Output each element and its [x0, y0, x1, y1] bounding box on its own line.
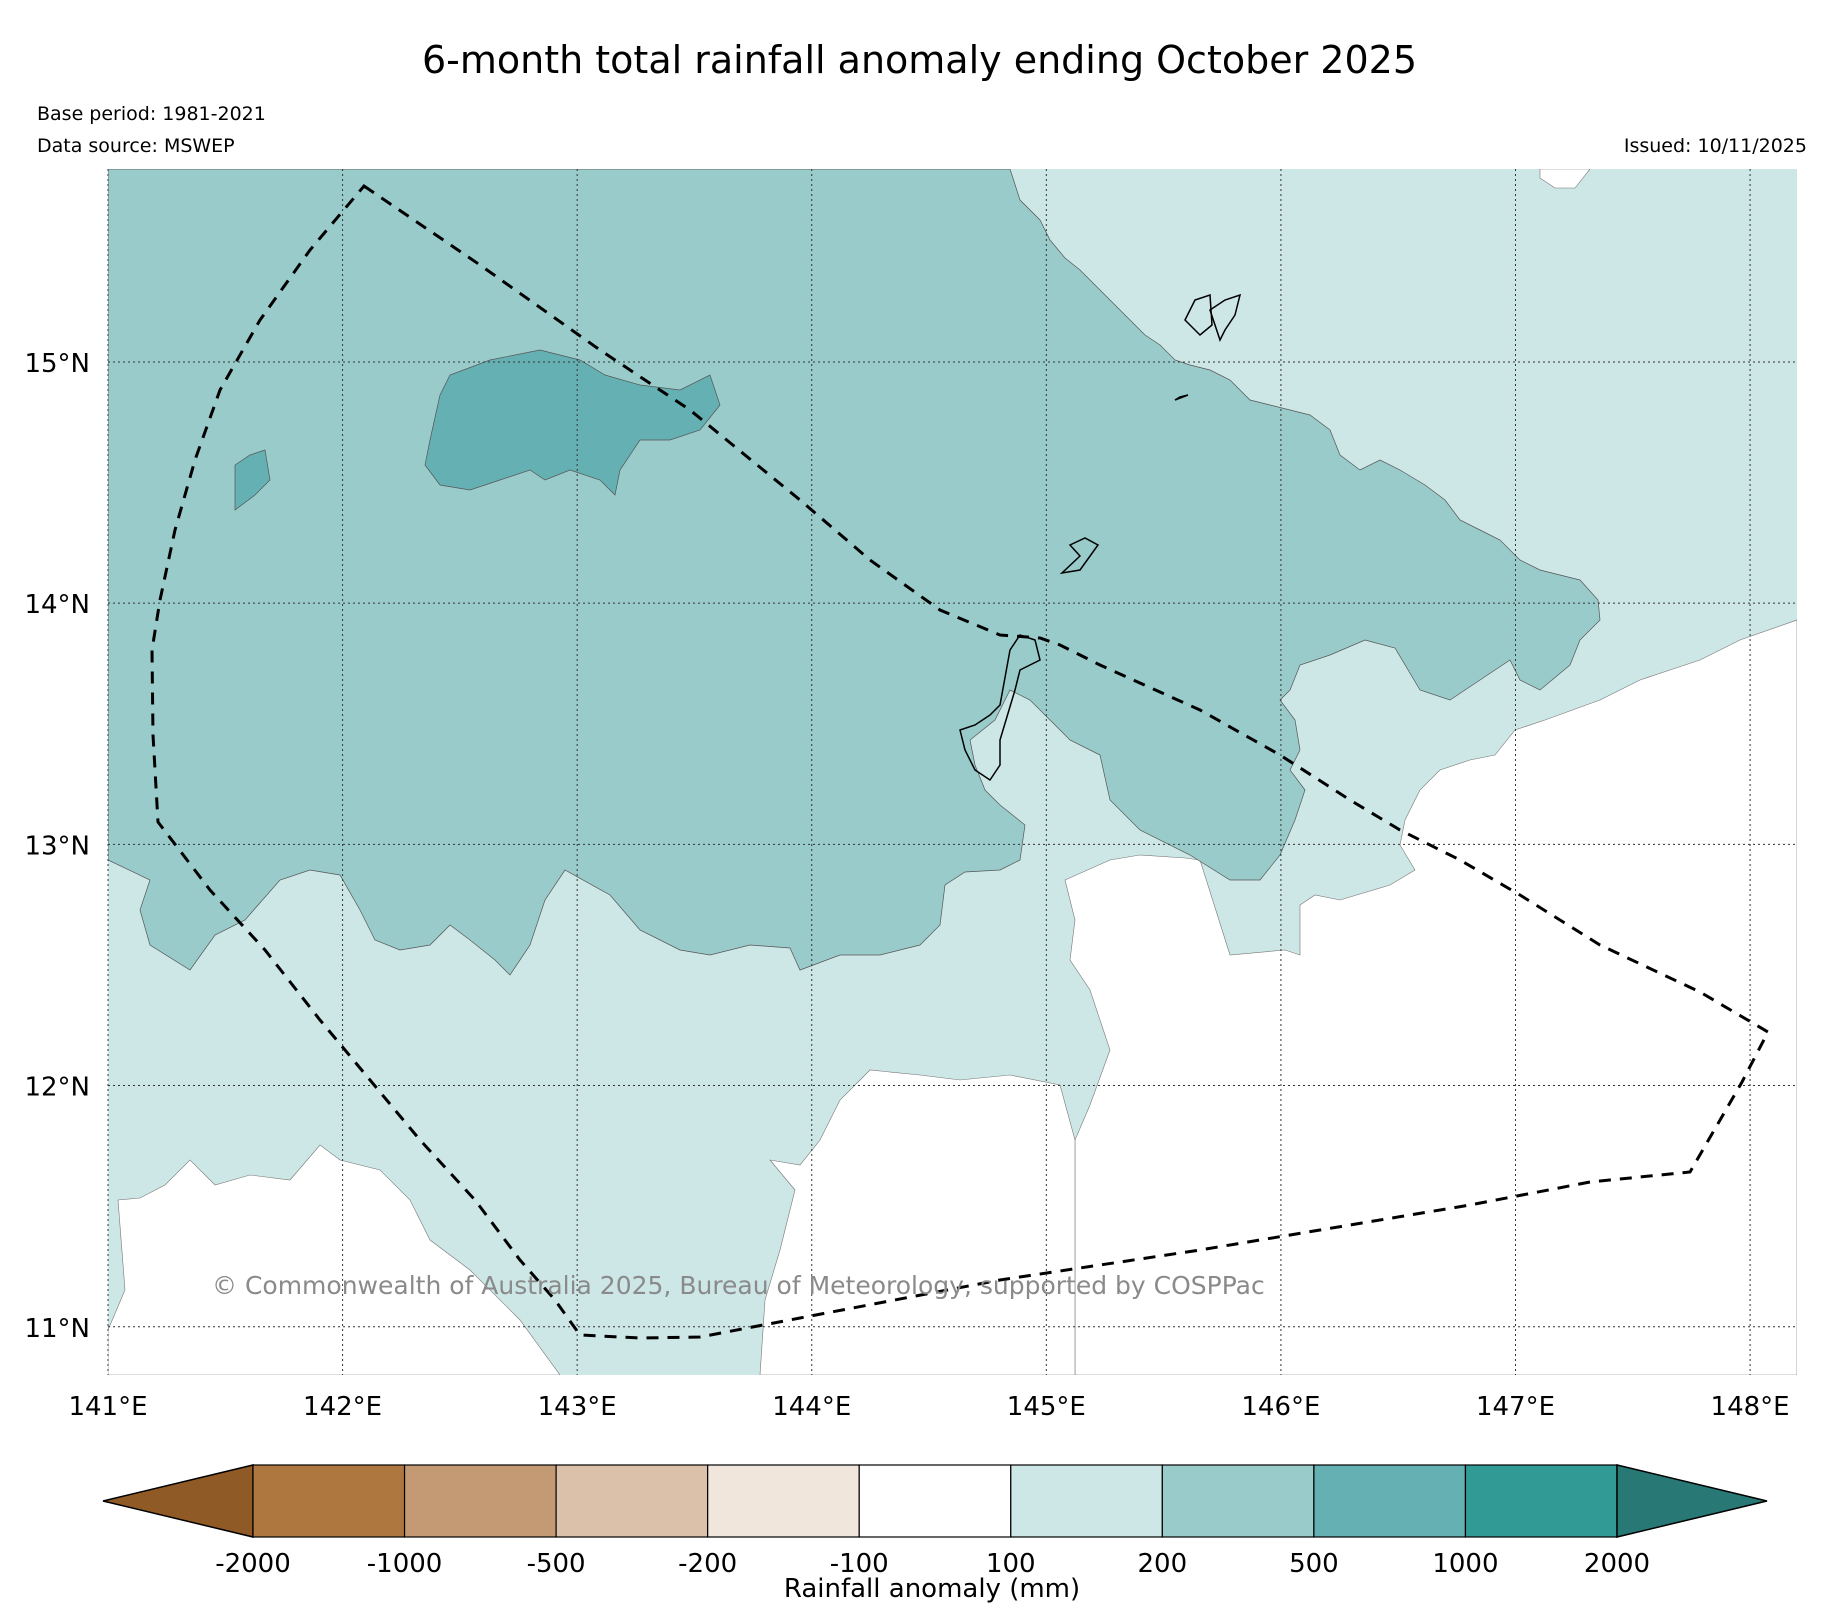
colorbar-tick-label: -500 — [527, 1549, 586, 1579]
colorbar-tick-label: 100 — [986, 1549, 1036, 1579]
colorbar-tick-label: 2000 — [1584, 1549, 1650, 1579]
longitude-tick-label: 141°E — [68, 1392, 147, 1422]
region-boundary-dashed — [150, 183, 1770, 1340]
colorbar-label: Rainfall anomaly (mm) — [784, 1574, 1080, 1604]
anomaly-fill-near-normal — [1064, 619, 1797, 1375]
colorbar-tick-label: -2000 — [215, 1549, 291, 1579]
colorbar-tick-label: 500 — [1289, 1549, 1339, 1579]
longitude-tick-label: 143°E — [538, 1392, 617, 1422]
colorbar-segment — [707, 1464, 860, 1538]
data-source-text: Data source: MSWEP — [37, 135, 235, 157]
longitude-tick-labels: 141°E 142°E 143°E 144°E 145°E 146°E 147°E 148°E — [68, 1392, 1789, 1422]
latitude-tick-label: 15°N — [24, 349, 90, 379]
colorbar-segment — [555, 1464, 709, 1538]
island-outline — [959, 634, 1041, 782]
map-area — [108, 169, 1797, 1375]
colorbar-extend-high — [1616, 1464, 1768, 1538]
colorbar-segment — [1010, 1464, 1163, 1538]
colorbar-segment — [1313, 1464, 1467, 1538]
longitude-tick-label: 147°E — [1476, 1392, 1555, 1422]
latitude-tick-labels: 11°N 12°N 13°N 14°N 15°N — [24, 349, 90, 1344]
map-title: 6-month total rainfall anomaly ending Oc… — [421, 38, 1417, 82]
issued-date-text: Issued: 10/11/2025 — [1623, 135, 1807, 157]
island-outline — [1059, 537, 1100, 575]
colorbar-tick-label: -200 — [678, 1549, 737, 1579]
latitude-tick-label: 14°N — [24, 590, 90, 620]
colorbar-segment — [858, 1464, 1012, 1538]
colorbar-segment — [252, 1464, 406, 1538]
anomaly-fill-near-normal-nw — [1539, 169, 1591, 189]
latitude-tick-label: 12°N — [24, 1073, 90, 1103]
anomaly-fill-near-normal-sw — [108, 1144, 561, 1375]
colorbar-segment — [1161, 1464, 1315, 1538]
map-gridlines — [107, 169, 1797, 1375]
base-period-text: Base period: 1981-2021 — [37, 103, 266, 125]
island-outline — [1174, 394, 1189, 401]
longitude-tick-label: 148°E — [1711, 1392, 1790, 1422]
latitude-tick-label: 13°N — [24, 831, 90, 861]
anomaly-fill-near-normal-mid — [759, 1069, 1076, 1375]
colorbar-segment — [1464, 1464, 1618, 1538]
longitude-tick-label: 144°E — [772, 1392, 851, 1422]
copyright-text: © Commonwealth of Australia 2025, Bureau… — [212, 1271, 1265, 1300]
anomaly-fill-500-1000 — [424, 349, 721, 496]
colorbar-tick-label: -100 — [830, 1549, 889, 1579]
colorbar-tick-label: 200 — [1138, 1549, 1188, 1579]
anomaly-fill-500-1000-west — [234, 449, 271, 511]
longitude-tick-label: 145°E — [1007, 1392, 1086, 1422]
colorbar-tick-label: -1000 — [367, 1549, 443, 1579]
colorbar: -2000 -1000 -500 -200 -100 100 200 500 1000 2000 — [102, 1464, 1768, 1579]
longitude-tick-label: 146°E — [1241, 1392, 1320, 1422]
island-outline — [1209, 293, 1242, 342]
colorbar-extend-low — [102, 1464, 254, 1538]
colorbar-segment — [403, 1464, 557, 1538]
colorbar-tick-label: 1000 — [1432, 1549, 1498, 1579]
island-outlines — [959, 293, 1242, 782]
longitude-tick-label: 142°E — [303, 1392, 382, 1422]
latitude-tick-label: 11°N — [24, 1314, 90, 1344]
